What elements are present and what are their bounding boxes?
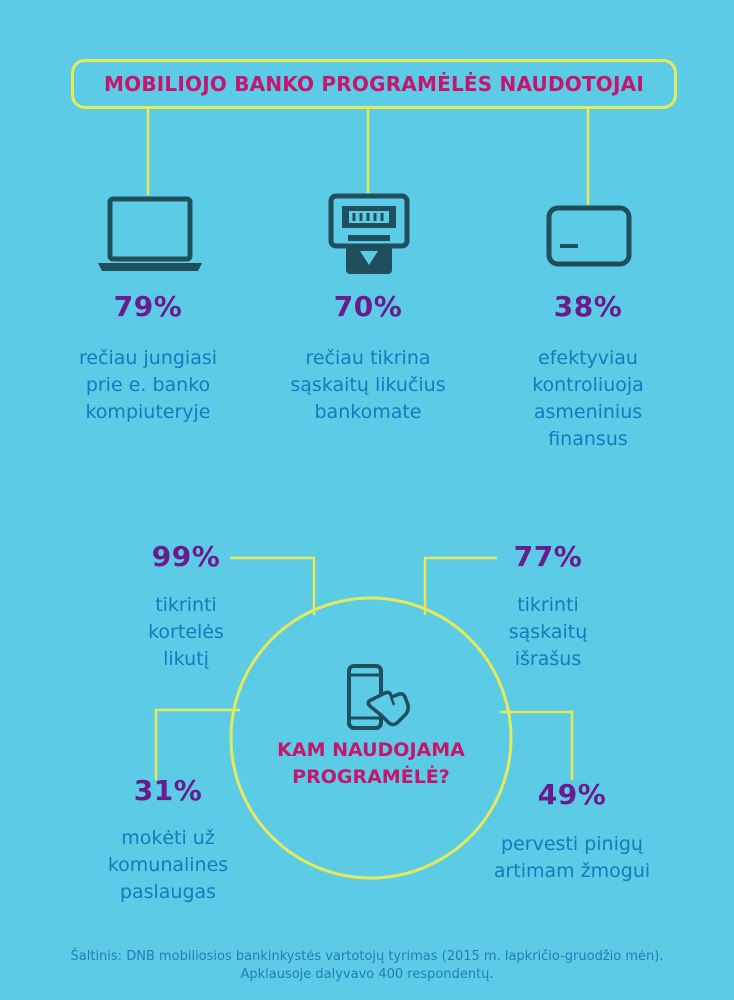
usage-desc-statements: tikrinti sąskaitų išrašus xyxy=(448,592,648,673)
source-line: Apklausoje dalyvavo 400 respondentų. xyxy=(240,967,494,982)
desc-line: tikrinti xyxy=(517,594,579,616)
card-icon xyxy=(546,205,632,267)
desc-line: rečiau jungiasi xyxy=(78,347,218,369)
title-box: MOBILIOJO BANKO PROGRAMĖLĖS NAUDOTOJAI xyxy=(71,59,677,109)
desc-line: kontroliuoja xyxy=(532,374,644,396)
desc-line: paslaugas xyxy=(119,881,217,903)
desc-line: išrašus xyxy=(514,648,582,670)
usage-desc-transfer: pervesti pinigų artimam žmogui xyxy=(462,831,682,885)
desc-line: prie e. banko xyxy=(85,374,211,396)
center-question-line: KAM NAUDOJAMA xyxy=(277,739,465,761)
desc-line: tikrinti xyxy=(155,594,217,616)
desc-line: asmeninius xyxy=(533,401,643,423)
stat-desc-atm: rečiau tikrina sąskaitų likučius bankoma… xyxy=(268,345,468,426)
usage-desc-card-balance: tikrinti kortelės likutį xyxy=(86,592,286,673)
desc-line: pervesti pinigų xyxy=(501,833,643,855)
usage-percent-card-balance: 99% xyxy=(151,540,221,573)
usage-percent-statements: 77% xyxy=(513,540,583,573)
desc-line: kortelės xyxy=(148,621,224,643)
desc-line: bankomate xyxy=(314,401,422,423)
desc-line: kompiuteryje xyxy=(85,401,211,423)
desc-line: sąskaitų xyxy=(508,621,588,643)
usage-percent-transfer: 49% xyxy=(537,778,607,811)
source-note: Šaltinis: DNB mobiliosios bankinkystės v… xyxy=(0,948,734,984)
stat-desc-laptop: rečiau jungiasi prie e. banko kompiutery… xyxy=(48,345,248,426)
desc-line: artimam žmogui xyxy=(493,860,651,882)
desc-line: sąskaitų likučius xyxy=(290,374,446,396)
stat-percent-card: 38% xyxy=(553,290,623,323)
source-line: Šaltinis: DNB mobiliosios bankinkystės v… xyxy=(70,949,664,964)
atm-icon xyxy=(328,193,410,274)
smartphone-touch-icon xyxy=(347,664,410,730)
usage-percent-utilities: 31% xyxy=(133,774,203,807)
desc-line: komunalines xyxy=(107,854,229,876)
center-question-line: PROGRAMĖLĖ? xyxy=(292,766,450,788)
stat-percent-atm: 70% xyxy=(333,290,403,323)
page-title: MOBILIOJO BANKO PROGRAMĖLĖS NAUDOTOJAI xyxy=(104,72,644,96)
desc-line: likutį xyxy=(163,648,209,670)
usage-desc-utilities: mokėti už komunalines paslaugas xyxy=(68,825,268,906)
desc-line: finansus xyxy=(548,428,628,450)
desc-line: efektyviau xyxy=(538,347,638,369)
desc-line: rečiau tikrina xyxy=(305,347,431,369)
laptop-icon xyxy=(98,196,202,271)
stat-percent-laptop: 79% xyxy=(113,290,183,323)
desc-line: mokėti už xyxy=(121,827,215,849)
stat-desc-card: efektyviau kontroliuoja asmeninius finan… xyxy=(488,345,688,453)
center-question: KAM NAUDOJAMA PROGRAMĖLĖ? xyxy=(251,737,491,791)
